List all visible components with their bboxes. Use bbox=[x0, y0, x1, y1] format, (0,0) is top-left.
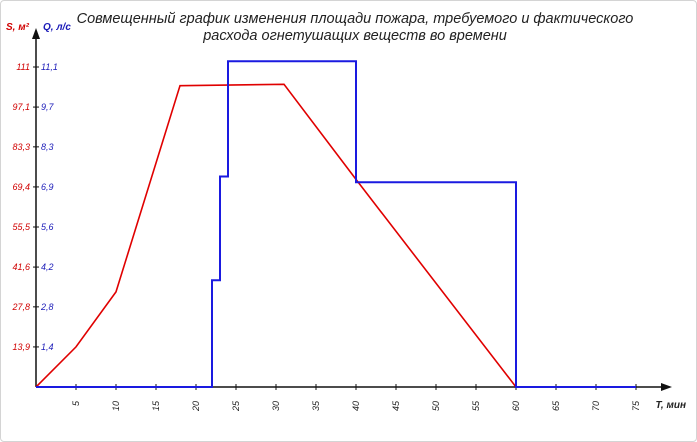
x-tick-label: 25 bbox=[231, 400, 241, 412]
y-tick-label-q: 8,3 bbox=[41, 142, 54, 152]
axes bbox=[32, 28, 672, 391]
y-tick-label-s: 41,6 bbox=[12, 262, 30, 272]
y-tick-label-s: 55,5 bbox=[12, 222, 31, 232]
y-tick-label-s: 69,4 bbox=[12, 182, 30, 192]
y-tick-label-q: 5,6 bbox=[41, 222, 54, 232]
series-line-flow-rate bbox=[36, 60, 636, 388]
y-tick-label-q: 1,4 bbox=[41, 342, 54, 352]
y-tick-label-q: 9,7 bbox=[41, 102, 55, 112]
x-tick-label: 15 bbox=[151, 400, 161, 411]
x-tick-label: 50 bbox=[431, 401, 441, 411]
x-tick-label: 10 bbox=[111, 401, 121, 411]
chart-title-line-2: расхода огнетушащих веществ во времени bbox=[202, 28, 507, 44]
x-tick-label: 60 bbox=[511, 401, 521, 411]
x-tick-label: 30 bbox=[271, 401, 281, 411]
x-tick-label: 70 bbox=[591, 401, 601, 411]
y-tick-label-q: 2,8 bbox=[40, 302, 54, 312]
x-tick-label: 20 bbox=[191, 401, 201, 412]
x-tick-label: 35 bbox=[311, 400, 321, 411]
x-tick-label: 55 bbox=[471, 400, 481, 411]
y-axis-label-s: S, м² bbox=[6, 22, 30, 33]
y-tick-label-s: 83,3 bbox=[12, 142, 30, 152]
x-tick-label: 65 bbox=[551, 400, 561, 411]
x-tick-label: 40 bbox=[351, 401, 361, 411]
y-tick-label-s: 13,9 bbox=[12, 342, 30, 352]
y-axis-arrow bbox=[32, 28, 40, 39]
y-tick-label-q: 11,1 bbox=[41, 62, 58, 72]
chart-title-line-1: Совмещенный график изменения площади пож… bbox=[77, 11, 634, 27]
x-tick-label: 5 bbox=[71, 400, 81, 406]
y-tick-label-q: 6,9 bbox=[41, 182, 54, 192]
y-tick-label-s: 27,8 bbox=[11, 302, 30, 312]
tick-labels: 5 10 15 20 25 30 35 40 45 50 55 60 65 70 75 13,9 1,4 27,8… bbox=[11, 62, 641, 412]
x-tick-label: 45 bbox=[391, 400, 401, 411]
y-tick-label-s: 111 bbox=[16, 62, 30, 72]
x-axis-label: T, мин bbox=[656, 400, 686, 411]
series-line-fire-area bbox=[35, 83, 517, 388]
x-tick-label: 75 bbox=[631, 400, 641, 411]
y-tick-label-q: 4,2 bbox=[41, 262, 54, 272]
y-tick-label-s: 97,1 bbox=[12, 102, 30, 112]
y-axis-label-q: Q, л/с bbox=[43, 22, 71, 33]
x-axis-arrow bbox=[661, 383, 672, 391]
series-layer bbox=[35, 60, 636, 388]
